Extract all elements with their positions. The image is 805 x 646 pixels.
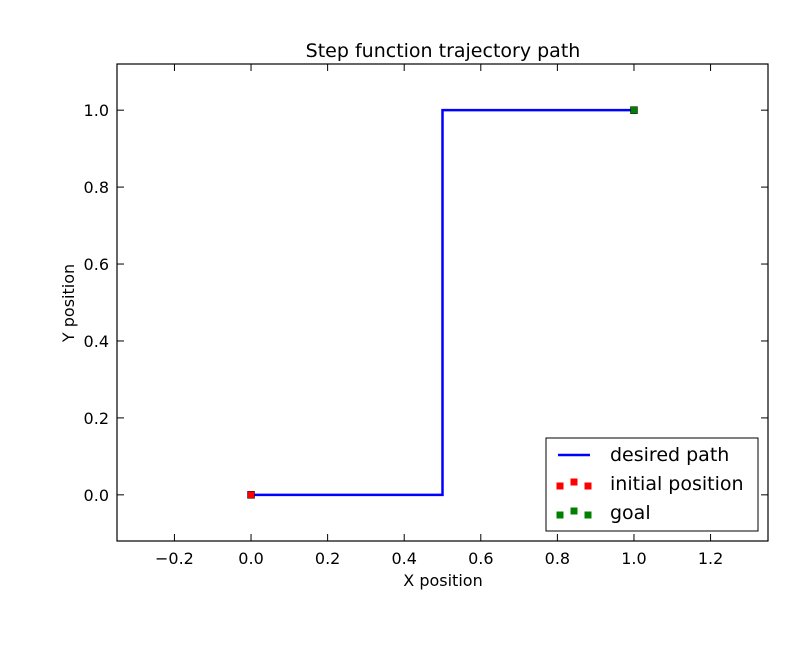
legend-label-goal: goal (610, 502, 651, 524)
legend-swatch-goal (570, 507, 578, 515)
x-tick-label: 1.0 (621, 549, 646, 568)
y-tick-label: 0.4 (84, 332, 109, 351)
x-tick-label: 1.2 (698, 549, 723, 568)
legend: desired path initial position goal (545, 437, 759, 532)
y-tick-label: 0.2 (84, 409, 109, 428)
x-tick-label: 0.2 (315, 549, 340, 568)
x-tick-label: 0.6 (468, 549, 493, 568)
legend-box (545, 437, 759, 532)
legend-swatch-goal (556, 511, 564, 519)
plot-area: −0.2 0.0 0.2 0.4 0.6 0.8 1.0 1.2 0.0 0.2 0.4 0.6 0.8… (84, 63, 769, 568)
axes-frame (116, 63, 769, 542)
y-axis-label: Y position (59, 264, 78, 343)
x-axis-label: X position (403, 571, 482, 590)
legend-label-initial-position: initial position (610, 473, 744, 495)
legend-swatch-initial-position (556, 482, 564, 490)
legend-swatch-initial-position (584, 482, 592, 490)
chart-title: Step function trajectory path (306, 40, 581, 62)
legend-label-desired-path: desired path (610, 444, 729, 466)
series-line-desired-path (251, 108, 634, 497)
legend-swatch-goal (584, 511, 592, 519)
x-tick-label: 0.4 (391, 549, 416, 568)
marker-initial-position-0 (247, 491, 255, 499)
x-tick-label: 0.0 (238, 549, 263, 568)
x-tick-label: −0.2 (155, 549, 194, 568)
x-tick-label: 0.8 (545, 549, 570, 568)
data-series-group (247, 106, 638, 499)
y-tick-label: 1.0 (84, 101, 109, 120)
marker-goal-0 (630, 106, 638, 114)
legend-swatch-initial-position (570, 478, 578, 486)
y-tick-label: 0.8 (84, 178, 109, 197)
y-tick-label: 0.0 (84, 486, 109, 505)
y-tick-label: 0.6 (84, 255, 109, 274)
